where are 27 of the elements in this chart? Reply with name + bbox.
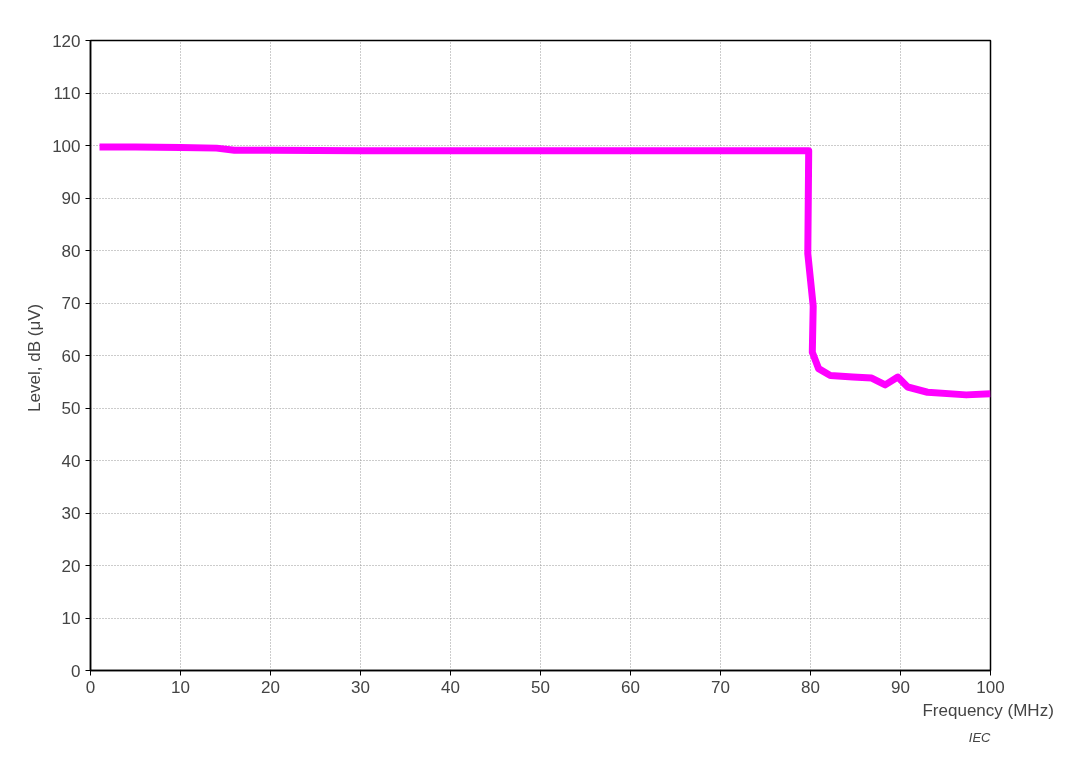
text: IEC xyxy=(968,729,992,745)
y-tick-label: 60 xyxy=(61,346,81,366)
x-tick-label: 0 xyxy=(85,677,96,697)
y-tick-label: 100 xyxy=(52,136,81,156)
y-tick-label: 20 xyxy=(61,556,81,576)
y-tick-label: 80 xyxy=(61,241,81,261)
y-tick-label: 120 xyxy=(52,31,81,51)
y-tick-label: 10 xyxy=(61,609,81,628)
y-tick-label: 30 xyxy=(61,504,81,523)
x-tick-label: 80 xyxy=(801,677,820,697)
y-tick-label: 0 xyxy=(71,661,81,681)
x-tick-label: 20 xyxy=(261,677,280,697)
y-tick-label: 40 xyxy=(61,451,81,471)
y-tick-label: 70 xyxy=(61,294,81,313)
x-axis-title: Frequency (MHz) xyxy=(922,700,1054,720)
x-tick-label: 90 xyxy=(891,677,910,697)
y-axis-title: Level, dB (μV) xyxy=(25,303,45,412)
x-tick-label: 100 xyxy=(976,677,1005,697)
y-tick-label: 50 xyxy=(61,399,81,418)
x-tick-label: 10 xyxy=(171,677,190,697)
x-tick-label: 50 xyxy=(531,677,550,697)
x-tick-label: 30 xyxy=(351,677,370,697)
x-tick-label: 40 xyxy=(441,677,460,697)
x-tick-label: 60 xyxy=(621,677,640,697)
y-tick-label: 90 xyxy=(61,189,81,208)
y-tick-label: 110 xyxy=(53,84,81,103)
x-tick-label: 70 xyxy=(711,677,730,697)
